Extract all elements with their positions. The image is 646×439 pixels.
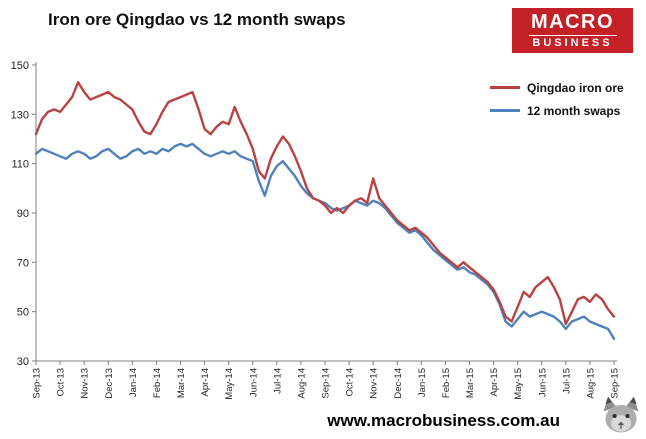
logo-business-text: BUSINESS	[532, 37, 613, 49]
x-tick-label: Aug-14	[296, 368, 307, 399]
x-tick-label: Oct-13	[56, 368, 67, 397]
y-tick-label: 70	[17, 257, 29, 269]
x-tick-label: Apr-14	[200, 368, 211, 397]
x-tick-label: Jul-14	[272, 368, 283, 394]
y-tick-label: 130	[11, 109, 29, 121]
x-tick-label: Feb-14	[152, 368, 163, 398]
x-tick-label: Mar-15	[465, 368, 476, 398]
x-tick-label: Dec-14	[393, 368, 404, 399]
legend-label-qingdao: Qingdao iron ore	[527, 80, 624, 95]
x-tick-label: Jan-15	[417, 368, 428, 397]
x-tick-label: May-15	[513, 368, 524, 400]
legend-swatch-qingdao	[490, 86, 520, 89]
x-tick-label: Feb-15	[441, 368, 452, 398]
legend-item-qingdao: Qingdao iron ore	[490, 76, 624, 99]
y-tick-label: 50	[17, 307, 29, 319]
macrobusiness-logo: MACRO BUSINESS	[512, 8, 633, 53]
x-tick-label: Oct-14	[345, 368, 356, 397]
x-tick-label: Jun-15	[537, 368, 548, 397]
legend-item-swaps: 12 month swaps	[490, 99, 624, 122]
series-line-1	[34, 142, 616, 340]
x-tick-label: Aug-15	[585, 368, 596, 399]
y-tick-label: 30	[17, 356, 29, 368]
lynx-logo-icon	[603, 396, 639, 433]
y-tick-label: 110	[11, 159, 29, 171]
logo-divider	[528, 35, 617, 36]
x-tick-label: Mar-14	[176, 368, 187, 398]
chart-title: Iron ore Qingdao vs 12 month swaps	[48, 10, 346, 29]
x-tick-label: Jun-14	[248, 368, 259, 397]
x-tick-label: Apr-15	[489, 368, 500, 397]
legend: Qingdao iron ore 12 month swaps	[490, 76, 624, 122]
legend-label-swaps: 12 month swaps	[527, 103, 621, 118]
legend-swatch-swaps	[490, 109, 520, 112]
x-tick-label: Nov-14	[369, 368, 380, 399]
x-tick-label: Nov-13	[80, 368, 91, 399]
y-tick-label: 150	[11, 60, 29, 72]
x-tick-label: Sep-14	[321, 368, 332, 399]
logo-macro-text: MACRO	[530, 11, 615, 33]
x-tick-label: Sep-13	[32, 368, 43, 399]
series-line-0	[34, 81, 616, 326]
x-tick-label: May-14	[224, 368, 235, 400]
x-tick-label: Jul-15	[561, 368, 572, 394]
y-tick-label: 90	[17, 208, 29, 220]
website-url: www.macrobusiness.com.au	[327, 411, 560, 430]
x-tick-label: Dec-13	[104, 368, 115, 399]
x-tick-label: Jan-14	[128, 368, 139, 397]
x-tick-label: Sep-15	[610, 368, 621, 399]
